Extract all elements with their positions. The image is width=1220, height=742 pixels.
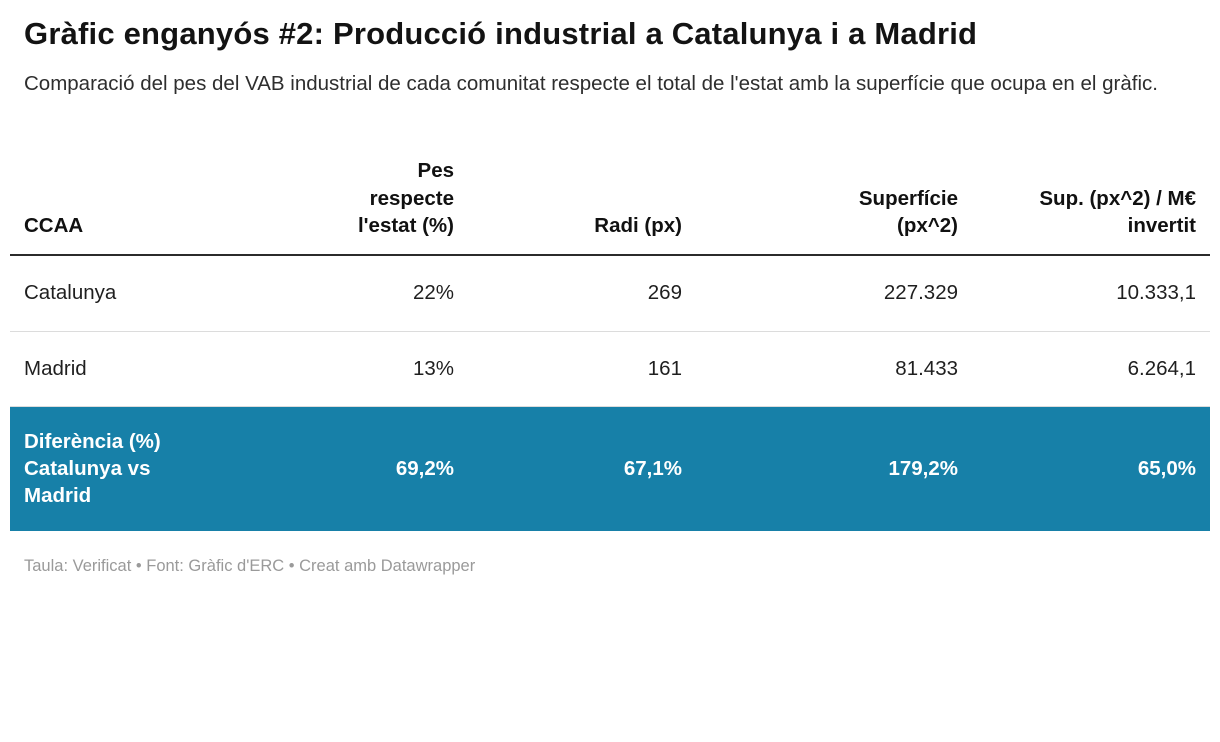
cell-superficie: 81.433 — [682, 331, 958, 408]
cell-sup-per-meur: 10.333,1 — [958, 255, 1210, 332]
cell-pes: 69,2% — [214, 406, 454, 532]
cell-sup-per-meur: 65,0% — [958, 406, 1210, 532]
cell-sup-per-meur: 6.264,1 — [958, 331, 1210, 408]
col-header-superficie: Superfície (px^2) — [682, 157, 958, 257]
source-footer: Taula: Verificat • Font: Gràfic d'ERC • … — [24, 557, 476, 576]
cell-superficie: 179,2% — [682, 406, 958, 532]
cell-superficie: 227.329 — [682, 255, 958, 332]
col-header-ccaa-label: CCAA — [24, 214, 84, 238]
col-header-ccaa: CCAA — [10, 157, 214, 257]
cell-radi: 161 — [454, 331, 682, 408]
cell-pes: 22% — [214, 255, 454, 332]
col-header-radi-label: Radi (px) — [594, 214, 682, 238]
col-header-sup-per-meur: Sup. (px^2) / M€ invertit — [958, 157, 1210, 257]
col-header-superficie-label: Superfície (px^2) — [858, 186, 958, 238]
cell-pes: 13% — [214, 331, 454, 408]
col-header-pes-label: Pes respecte l'estat (%) — [357, 159, 454, 238]
table-row-catalunya: Catalunya 22% 269 227.329 10.333,1 — [10, 255, 1210, 332]
cell-radi: 269 — [454, 255, 682, 332]
chart-subtitle: Comparació del pes del VAB industrial de… — [24, 72, 1158, 96]
cell-radi: 67,1% — [454, 406, 682, 532]
col-header-sup-per-meur-label: Sup. (px^2) / M€ invertit — [1039, 186, 1196, 238]
col-header-radi: Radi (px) — [454, 157, 682, 257]
difference-row-label: Diferència (%) Catalunya vs Madrid — [24, 430, 161, 507]
table-row-difference-highlight: Diferència (%) Catalunya vs Madrid 69,2%… — [10, 406, 1210, 532]
chart-title: Gràfic enganyós #2: Producció industrial… — [24, 16, 978, 51]
cell-ccaa: Catalunya — [10, 255, 214, 332]
cell-ccaa: Madrid — [10, 331, 214, 408]
col-header-pes: Pes respecte l'estat (%) — [214, 157, 454, 257]
cell-ccaa: Diferència (%) Catalunya vs Madrid — [10, 406, 214, 532]
data-table: CCAA Pes respecte l'estat (%) Radi (px) … — [10, 157, 1210, 532]
table-row-madrid: Madrid 13% 161 81.433 6.264,1 — [10, 331, 1210, 408]
header-row: CCAA Pes respecte l'estat (%) Radi (px) … — [10, 157, 1210, 257]
